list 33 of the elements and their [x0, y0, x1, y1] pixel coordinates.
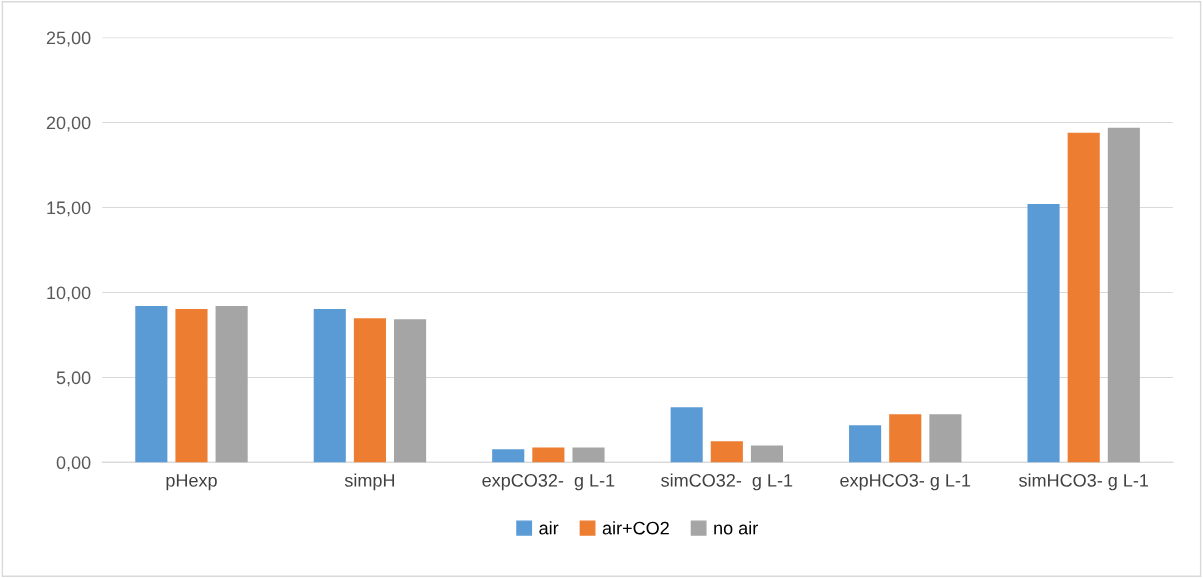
- y-tick-label: 10,00: [47, 286, 91, 302]
- bar: [135, 306, 168, 463]
- y-tick-label: 0,00: [56, 456, 91, 472]
- bar: [1107, 127, 1140, 463]
- bar: [175, 309, 208, 463]
- bar: [929, 414, 962, 463]
- x-tick-label: pHexp: [166, 474, 217, 491]
- bar: [394, 319, 427, 463]
- bar: [750, 445, 784, 463]
- y-tick-label: 15,00: [47, 201, 91, 217]
- bar: [532, 447, 565, 463]
- bar: [889, 414, 922, 463]
- bar: [492, 449, 525, 463]
- bar: [849, 425, 882, 463]
- x-tick-label: simpH: [344, 473, 395, 491]
- bar: [215, 306, 248, 463]
- bar: [1067, 132, 1100, 463]
- y-tick-label: 20,00: [46, 116, 91, 132]
- x-tick-label: expHCO3- g L-1: [840, 473, 971, 491]
- x-tick-label: simCO32- g L-1: [661, 473, 793, 491]
- bar: [1027, 203, 1060, 463]
- bar: [313, 309, 346, 463]
- legend-label: air: [539, 521, 559, 535]
- legend-label: no air: [714, 521, 758, 535]
- bar: [670, 407, 703, 463]
- x-tick-label: simHCO3- g L-1: [1018, 473, 1149, 491]
- bar: [710, 441, 743, 463]
- x-tick-label: expCO32- g L-1: [482, 473, 615, 491]
- bar: [572, 447, 605, 463]
- bar: [353, 318, 386, 463]
- legend-label: air+CO2: [602, 521, 669, 535]
- y-tick-label: 25,00: [46, 31, 91, 47]
- y-tick-label: 5,00: [56, 371, 91, 387]
